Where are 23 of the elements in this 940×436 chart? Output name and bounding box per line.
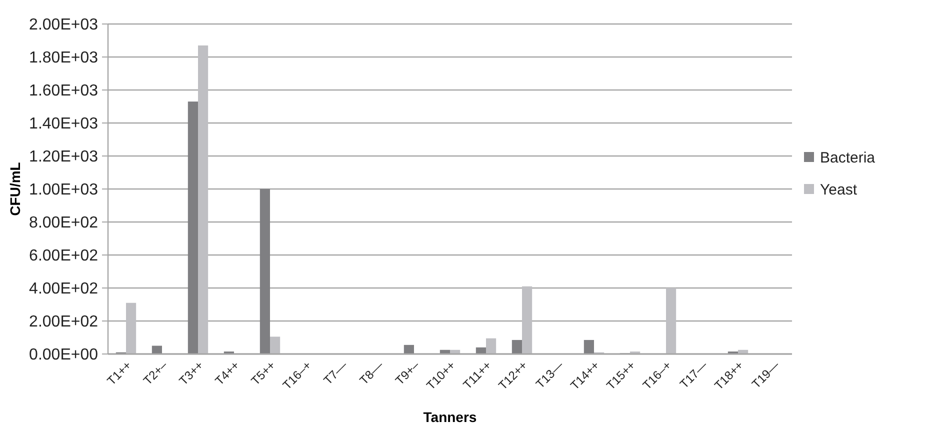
y-tick-label: 1.20E+03 (29, 148, 98, 166)
y-tick-label: 4.00E+02 (29, 280, 98, 298)
x-tick-label: T9+– (392, 358, 422, 388)
y-tick-label: 8.00E+02 (29, 214, 98, 232)
y-tick-label: 1.60E+03 (29, 82, 98, 100)
y-tick-label: 1.40E+03 (29, 116, 98, 133)
y-tick-label: 2.00E+03 (29, 16, 98, 34)
y-tick-label: 2.00E+02 (29, 314, 98, 331)
y-tick-label: 1.00E+03 (29, 182, 98, 199)
x-tick-label: T2+– (140, 358, 170, 388)
x-axis-title: Tanners (423, 409, 477, 425)
legend-label: Bacteria (820, 149, 876, 166)
y-axis-title: CFU/mL (7, 162, 23, 216)
y-tick-label: 6.00E+02 (29, 248, 98, 265)
y-tick-label: 1.80E+03 (29, 50, 98, 67)
x-tick-label: T1++ (104, 358, 134, 388)
x-tick-label: T5++ (248, 358, 278, 388)
x-tick-label: T8–– (356, 358, 386, 388)
x-tick-label: T3++ (176, 358, 206, 388)
legend-label: Yeast (820, 181, 858, 198)
y-tick-label: 0.00E+00 (29, 346, 98, 364)
x-tick-label: T4++ (212, 358, 242, 388)
x-tick-label: T7–– (320, 358, 350, 388)
